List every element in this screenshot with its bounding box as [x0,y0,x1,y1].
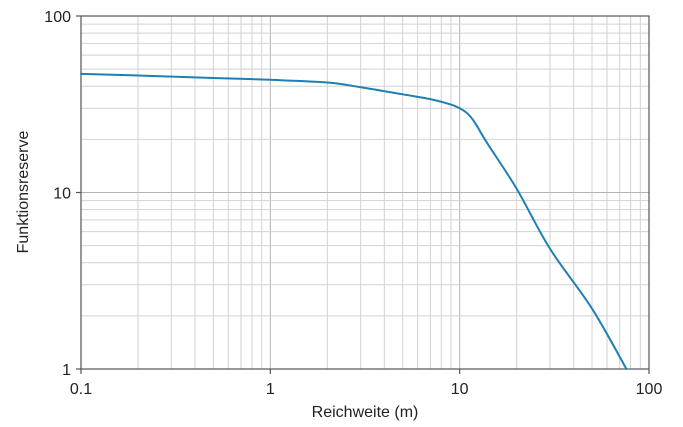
x-tick-label: 10 [451,381,469,398]
axis-ticks: 0.1 1 10 100 1 10 100 [44,9,662,398]
y-tick-label: 10 [53,186,71,203]
x-tick-label: 100 [636,381,663,398]
x-tick-label: 1 [266,381,275,398]
y-tick-label: 1 [62,362,71,379]
y-tick-label: 100 [44,9,71,26]
x-tick-label: 0.1 [70,381,92,398]
grid [81,16,649,369]
series-layer [80,72,628,370]
series-line [80,72,628,370]
y-axis-title: Funktionsreserve [15,131,32,254]
x-axis-title: Reichweite (m) [312,404,419,421]
